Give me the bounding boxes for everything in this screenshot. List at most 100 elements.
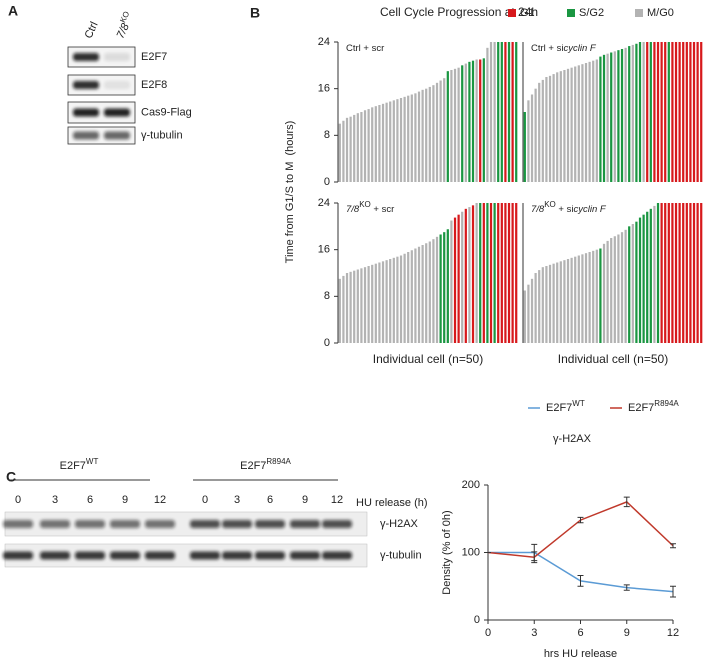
blot-band (145, 520, 175, 528)
blot-band (73, 81, 99, 89)
bar (584, 63, 588, 182)
blot-frame (67, 46, 136, 68)
chart-title-part: cyclin F (573, 204, 606, 215)
chart-title: 7/8KO + scr (346, 200, 394, 215)
bar (486, 47, 489, 183)
bar (360, 268, 363, 343)
bar (374, 263, 377, 343)
bar (671, 203, 674, 343)
bar (371, 264, 374, 343)
blot-band (3, 520, 33, 528)
legend-label-part: R894A (654, 399, 679, 408)
chart-title-part: KO (544, 200, 556, 209)
bar (338, 278, 341, 343)
blot-band (110, 520, 140, 528)
x-axis-label: Individual cell (n=50) (558, 352, 668, 366)
bar (577, 65, 580, 182)
bar (606, 53, 609, 182)
blot-band (75, 520, 105, 528)
legend-label: M/G0 (647, 7, 674, 19)
bar (534, 88, 537, 182)
legend-label: S/G2 (579, 7, 604, 19)
bar (548, 264, 552, 343)
bar (527, 284, 530, 343)
bar (642, 214, 645, 343)
blot-band (40, 551, 70, 560)
bar (450, 70, 453, 182)
chart-title-part: 7/8 (346, 204, 360, 215)
bar (378, 262, 381, 343)
bar (417, 246, 421, 343)
blot-band (290, 551, 320, 560)
bar (410, 250, 413, 343)
bar (479, 203, 482, 343)
legend-label: E2F7WT (546, 399, 585, 414)
x-tick-label: 6 (577, 627, 583, 639)
bar (556, 262, 559, 343)
bar (338, 123, 341, 182)
bar (443, 78, 446, 182)
lane-label: 6 (87, 494, 93, 506)
blot-band (322, 551, 352, 560)
bar (592, 60, 595, 182)
blot-row-label: γ-tubulin (141, 129, 183, 141)
bar (403, 96, 406, 182)
blot-band (322, 520, 352, 528)
y-tick-label: 0 (324, 176, 330, 188)
bar (653, 205, 656, 343)
x-tick-label: 0 (485, 627, 491, 639)
chart-title-part: 7/8 (531, 204, 545, 215)
bar (541, 267, 544, 343)
chart-title-part: Ctrl + si (531, 43, 563, 54)
chart-title-part: + scr (371, 204, 395, 215)
chart-title: 7/8KO + sicyclin F (531, 200, 607, 215)
bar (617, 50, 620, 182)
bar (439, 234, 442, 343)
bar (595, 59, 598, 182)
blot-band (3, 551, 33, 560)
bar (371, 107, 374, 182)
blot-band (75, 551, 105, 560)
bar (471, 60, 475, 182)
bar (407, 252, 410, 343)
bar (570, 257, 573, 343)
bar (345, 117, 349, 182)
bar (534, 273, 537, 343)
bar (606, 240, 609, 343)
bar (425, 88, 428, 182)
y-axis-label: Time from G1/S to M (hours) (284, 121, 296, 264)
bar (523, 290, 526, 343)
legend-swatch (567, 9, 575, 17)
bar (457, 214, 460, 343)
bar (545, 266, 548, 343)
bar (656, 203, 660, 343)
bar (617, 234, 620, 343)
bar (667, 42, 670, 182)
bar (660, 42, 663, 182)
panel-label: B (250, 5, 260, 21)
x-axis-label: hrs HU release (544, 648, 617, 660)
lane-label: 0 (15, 494, 21, 506)
bar (685, 42, 688, 182)
y-tick-label: 0 (474, 614, 480, 626)
blot-frame (67, 74, 136, 96)
bar (563, 70, 566, 182)
y-axis-label: Density (% of 0h) (441, 510, 453, 594)
bar (461, 211, 464, 343)
x-tick-label: 12 (667, 627, 679, 639)
x-tick-label: 9 (624, 627, 630, 639)
panel-label: C (6, 469, 16, 485)
error-bar (577, 574, 584, 587)
bar (624, 47, 627, 183)
error-bar (670, 585, 676, 598)
blot-band (255, 551, 285, 560)
chart-title-part: cyclin F (563, 43, 596, 54)
chart-title: γ-H2AX (553, 433, 592, 445)
chart-title-part: + si (556, 204, 574, 215)
bar (656, 42, 660, 182)
group-label-part: R894A (266, 457, 291, 466)
bar (417, 91, 421, 182)
bar (538, 82, 541, 182)
panel-label: A (8, 3, 18, 19)
bar (588, 252, 591, 343)
